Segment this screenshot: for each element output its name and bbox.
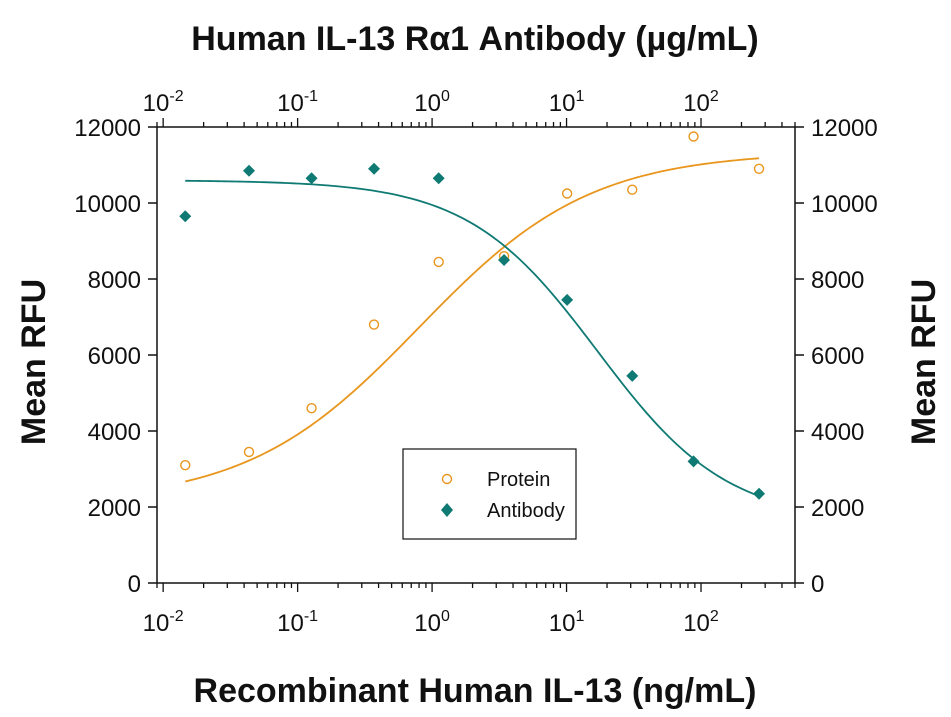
x-tick-label-bottom: 10-2 <box>143 608 184 637</box>
x-tick-label-top: 10-1 <box>277 88 318 117</box>
x-tick-label-bottom: 101 <box>549 608 585 637</box>
data-point-antibody <box>368 162 381 175</box>
x-tick-label-top: 102 <box>683 88 719 117</box>
x-axis-label: Recombinant Human IL-13 (ng/mL) <box>194 672 757 710</box>
fit-curves <box>185 157 760 497</box>
y-axis-label-left: Mean RFU <box>15 279 53 445</box>
fit-curve-protein <box>185 157 760 483</box>
data-point-protein <box>368 319 380 330</box>
y-tick-label-right: 4000 <box>811 419 864 446</box>
data-point-protein <box>561 188 573 199</box>
legend-antibody-marker <box>441 503 453 517</box>
y-tick-label-right: 12000 <box>811 115 878 142</box>
data-point-protein <box>243 446 255 458</box>
data-point-antibody <box>305 172 318 185</box>
data-point-antibody <box>687 455 700 468</box>
chart-title: Human IL-13 Rα1 Antibody (µg/mL) <box>191 20 759 58</box>
data-point-antibody <box>432 172 445 185</box>
data-point-antibody <box>753 487 766 500</box>
data-point-protein <box>627 184 638 195</box>
data-point-antibody <box>561 293 574 306</box>
y-tick-label-left: 8000 <box>88 267 141 294</box>
data-points <box>179 131 766 500</box>
legend-antibody-label: Antibody <box>487 500 565 522</box>
y-tick-label-left: 0 <box>128 571 141 598</box>
y-tick-label-left: 4000 <box>88 419 141 446</box>
data-point-protein <box>180 460 191 471</box>
y-tick-label-left: 2000 <box>88 495 141 522</box>
data-point-antibody <box>243 164 256 177</box>
x-tick-label-bottom: 102 <box>683 608 719 637</box>
y-tick-label-left: 10000 <box>74 191 141 218</box>
legend-protein-label: Protein <box>487 469 550 491</box>
y-tick-label-right: 10000 <box>811 191 878 218</box>
y-tick-label-right: 2000 <box>811 495 864 522</box>
data-point-antibody <box>626 369 639 382</box>
data-point-antibody <box>179 210 192 223</box>
data-point-antibody <box>498 254 511 266</box>
x-tick-label-bottom: 100 <box>414 608 450 637</box>
x-tick-label-top: 101 <box>549 88 585 117</box>
y-tick-label-right: 0 <box>811 571 824 598</box>
y-tick-label-left: 6000 <box>88 343 141 370</box>
y-tick-label-right: 6000 <box>811 343 864 370</box>
legend-protein-marker <box>441 473 453 485</box>
ticks-layer: 0 0 2000 2000 4000 4000 6000 6000 8000 8000 10000 1… <box>74 88 878 637</box>
x-tick-label-bottom: 10-1 <box>277 608 318 637</box>
y-tick-label-left: 12000 <box>74 115 141 142</box>
x-tick-label-top: 100 <box>414 88 450 117</box>
data-point-protein <box>306 403 317 414</box>
fit-curve-antibody <box>185 179 760 497</box>
legend: Protein Antibody <box>402 448 577 540</box>
data-point-protein <box>688 131 699 142</box>
data-point-protein <box>753 163 765 175</box>
y-tick-label-right: 8000 <box>811 267 864 294</box>
y-axis-label-right: Mean RFU <box>905 279 943 445</box>
legend-box <box>402 448 577 540</box>
x-tick-label-top: 10-2 <box>143 88 184 117</box>
data-point-protein <box>433 256 444 268</box>
